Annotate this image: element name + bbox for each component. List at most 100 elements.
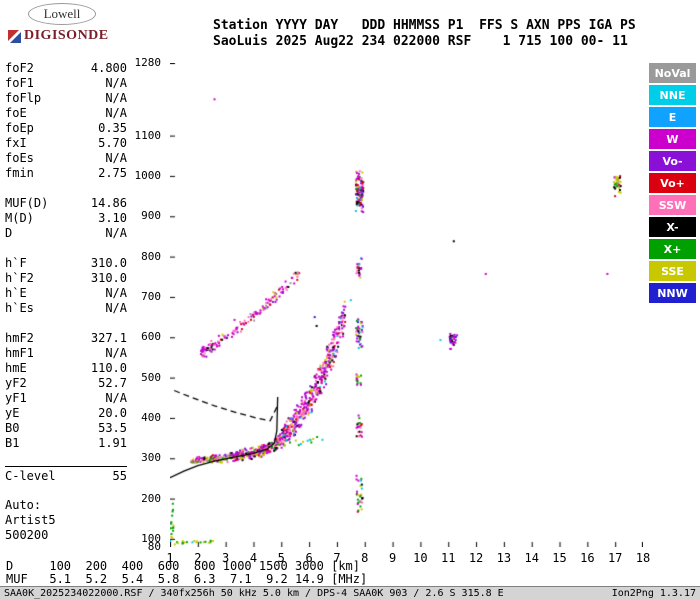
y-tick-label: 900 [141,209,161,223]
ionogram-plot-area [170,63,643,547]
x-axis-labels: 1 2 3 4 5 6 7 8 9 10 11 12 13 14 15 16 17 18 [166,551,651,565]
legend-item-nnw: NNW [649,283,696,303]
param-value: 55 [112,469,127,483]
y-tick-label: 1100 [134,128,162,142]
y-tick-label: 100 [141,531,161,545]
x-tick-label: 13 [496,551,512,565]
x-tick-label: 11 [441,551,456,565]
param-row: h`F 310.0 [5,256,127,271]
param-name: foF2 [5,61,34,75]
param-group: foF2 4.800 foF1 N/A foFlp N/A foE N/A foEp 0.35 fx… [5,61,127,181]
parameter-panel: foF2 4.800 foF1 N/A foFlp N/A foE N/A foEp 0.35 fx… [5,61,127,543]
param-value: 2.75 [98,166,127,180]
param-name: h`F [5,256,27,270]
param-name: C-level [5,469,56,483]
autoscaling-info: Auto: Artist5 500200 [5,498,127,543]
legend-label: W [666,132,679,146]
param-value: N/A [105,76,127,90]
y-tick-label: 500 [141,370,161,384]
y-tick-label: 600 [141,330,161,344]
legend-label: Vo+ [660,176,685,190]
x-tick-label: 16 [580,551,595,565]
param-row: yE 20.0 [5,406,127,421]
param-row: B1 1.91 [5,436,127,451]
legend-item-x: X+ [649,239,696,259]
legend-label: X+ [663,242,682,256]
legend-item-w: W [649,129,696,149]
y-tick-label: 400 [141,410,161,424]
param-name: fxI [5,136,27,150]
param-name: foFlp [5,91,42,105]
x-tick-label: 18 [635,551,651,565]
muf-row: MUF 5.1 5.2 5.4 5.8 6.3 7.1 9.2 14.9 [MH… [6,572,368,586]
param-name: MUF(D) [5,196,49,210]
param-name: h`E [5,286,27,300]
param-value: 1.91 [98,436,127,450]
y-tick-label: 200 [141,491,161,505]
param-group: h`F 310.0 h`F2 310.0 h`E N/A h`Es N/A [5,256,127,316]
param-row: fxI 5.70 [5,136,127,151]
x-tick-label: 9 [388,551,397,565]
y-tick-label: 700 [141,289,161,303]
status-program-version: Ion2Png 1.3.17 [611,588,696,599]
param-value: N/A [105,346,127,360]
x-tick-label: 3 [222,551,230,565]
param-value: 0.35 [98,121,127,135]
param-name: h`F2 [5,271,34,285]
param-row: foF2 4.800 [5,61,127,76]
legend-item-vo: Vo- [649,151,696,171]
x-tick-label: 7 [333,551,341,565]
param-row: h`F2 310.0 [5,271,127,286]
param-value: 110.0 [90,361,127,375]
legend-label: X- [666,220,679,234]
param-row: h`Es N/A [5,301,127,316]
param-value: N/A [105,391,127,405]
param-row: MUF(D) 14.86 [5,196,127,211]
y-axis-labels: 80 100 200 300 400 500 600 700 800 900 1000 1100 128… [122,57,166,559]
param-value: 53.5 [98,421,127,435]
param-name: hmF2 [5,331,34,345]
param-value: 5.70 [98,136,127,150]
param-value: N/A [105,301,127,315]
x-tick-label: 6 [305,551,313,565]
param-row: D N/A [5,226,127,241]
legend-label: SSE [661,264,684,278]
param-row: foEp 0.35 [5,121,127,136]
y-tick-label: 300 [141,451,161,465]
param-value: 3.10 [98,211,127,225]
param-row: yF2 52.7 [5,376,127,391]
param-row: foEs N/A [5,151,127,166]
param-name: fmin [5,166,34,180]
param-row: yF1 N/A [5,391,127,406]
direction-legend: NoVal NNE E W Vo- Vo+ SSW X- X+ SSE NNW [649,63,696,305]
param-row: hmF2 327.1 [5,331,127,346]
param-value: 310.0 [90,271,127,285]
legend-label: NNW [657,286,688,300]
param-name: hmF1 [5,346,34,360]
station-header: Station YYYY DAY DDD HHMMSS P1 FFS S AXN… [213,18,636,50]
param-row: foFlp N/A [5,91,127,106]
param-group: hmF2 327.1 hmF1 N/A hmE 110.0 yF2 52.7 yF1 N/A yE 2… [5,331,127,451]
param-group: MUF(D) 14.86 M(D) 3.10 D N/A [5,196,127,241]
param-value: N/A [105,286,127,300]
legend-item-ssw: SSW [649,195,696,215]
legend-item-x: X- [649,217,696,237]
param-name: foEs [5,151,34,165]
param-value: 327.1 [90,331,127,345]
auto-line: Artist5 [5,513,56,527]
param-name: h`Es [5,301,34,315]
param-value: 4.800 [90,61,127,75]
param-row: fmin 2.75 [5,166,127,181]
header-line-values: SaoLuis 2025 Aug22 234 022000 RSF 1 715 … [213,34,628,49]
legend-item-nne: NNE [649,85,696,105]
legend-label: E [668,110,677,124]
param-value: N/A [105,151,127,165]
auto-line: 500200 [5,528,49,542]
logo-digisonde-text: DIGISONDE [24,28,109,43]
d-row: D 100 200 400 600 800 1000 1500 3000 [km… [6,559,361,573]
param-value: N/A [105,106,127,120]
param-value: N/A [105,91,127,105]
digisonde-logo-icon [8,29,21,43]
confidence-separator [5,466,127,467]
auto-line: Auto: [5,498,42,512]
